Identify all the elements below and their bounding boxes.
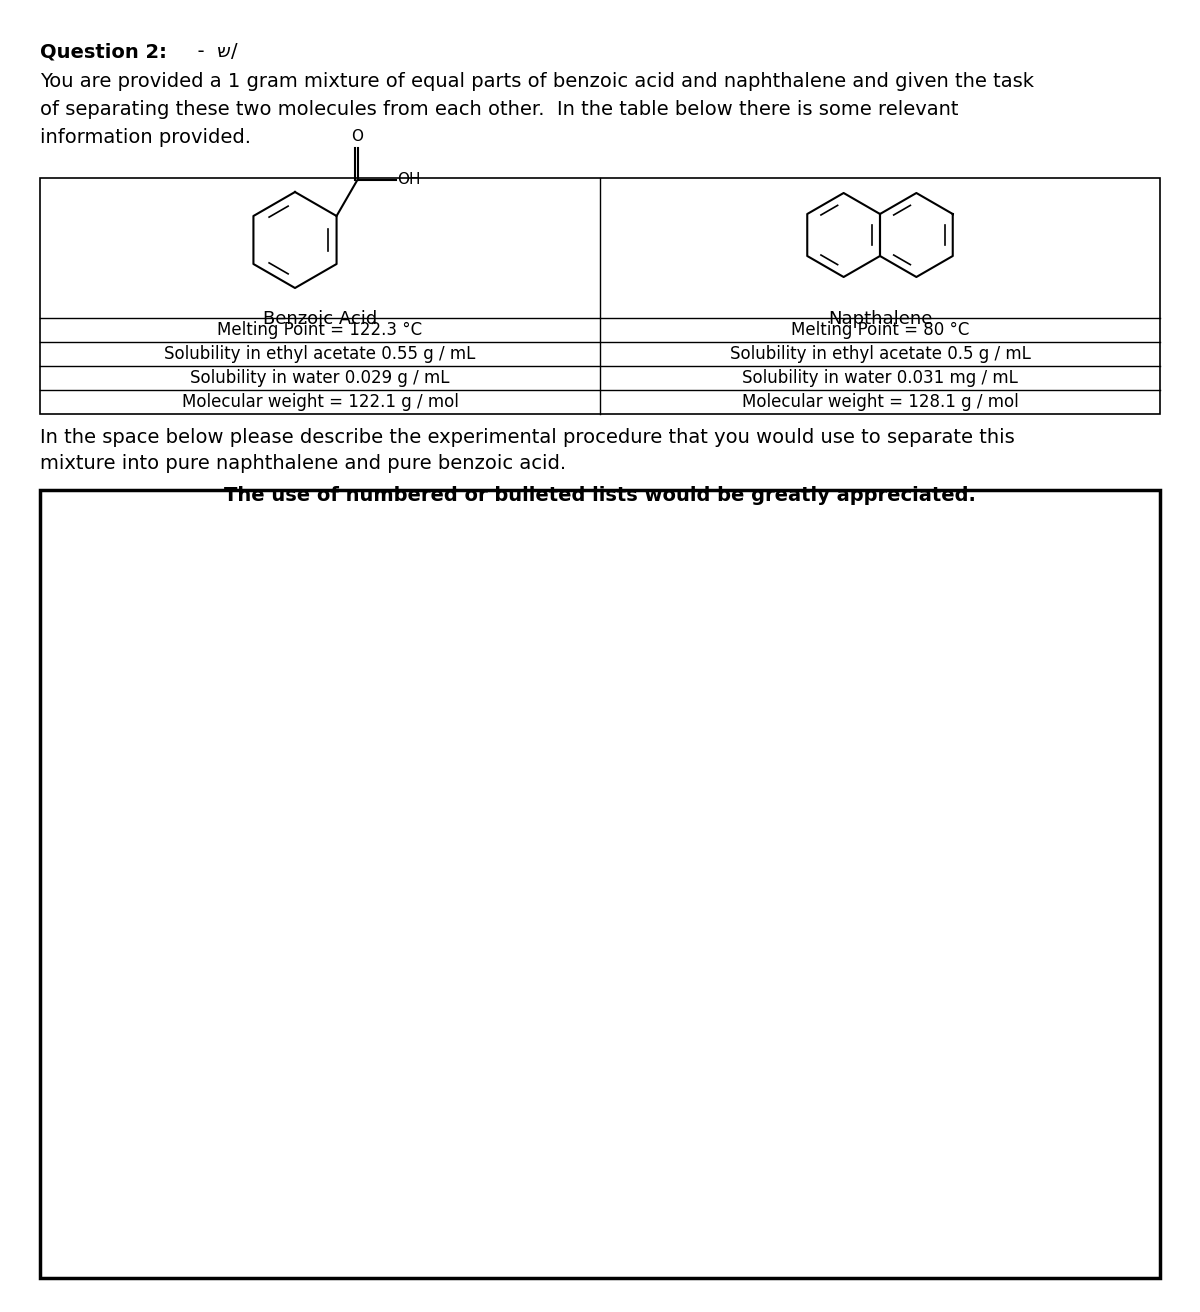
Text: mixture into pure naphthalene and pure benzoic acid.: mixture into pure naphthalene and pure b… — [40, 454, 566, 474]
Text: Solubility in ethyl acetate 0.55 g / mL: Solubility in ethyl acetate 0.55 g / mL — [164, 345, 475, 363]
Text: Solubility in water 0.031 mg / mL: Solubility in water 0.031 mg / mL — [742, 369, 1018, 387]
Text: Melting Point = 80 °C: Melting Point = 80 °C — [791, 321, 970, 338]
Text: Solubility in water 0.029 g / mL: Solubility in water 0.029 g / mL — [191, 369, 450, 387]
Text: Solubility in ethyl acetate 0.5 g / mL: Solubility in ethyl acetate 0.5 g / mL — [730, 345, 1031, 363]
Text: Melting Point = 122.3 °C: Melting Point = 122.3 °C — [217, 321, 422, 338]
Text: In the space below please describe the experimental procedure that you would use: In the space below please describe the e… — [40, 428, 1015, 447]
Bar — [40, 489, 1160, 1278]
Bar — [40, 178, 1160, 415]
Text: Molecular weight = 128.1 g / mol: Molecular weight = 128.1 g / mol — [742, 394, 1019, 411]
Text: Question 2:: Question 2: — [40, 42, 167, 60]
Text: O: O — [352, 129, 364, 143]
Text: The use of numbered or bulleted lists would be greatly appreciated.: The use of numbered or bulleted lists wo… — [224, 485, 976, 505]
Text: OH: OH — [397, 172, 421, 188]
Text: Napthalene: Napthalene — [828, 310, 932, 328]
Text: -  ש/: - ש/ — [185, 42, 238, 60]
Text: You are provided a 1 gram mixture of equal parts of benzoic acid and naphthalene: You are provided a 1 gram mixture of equ… — [40, 72, 1034, 91]
Text: of separating these two molecules from each other.  In the table below there is : of separating these two molecules from e… — [40, 100, 959, 119]
Text: Molecular weight = 122.1 g / mol: Molecular weight = 122.1 g / mol — [181, 394, 458, 411]
Text: Benzoic Acid: Benzoic Acid — [263, 310, 377, 328]
Text: information provided.: information provided. — [40, 129, 251, 147]
